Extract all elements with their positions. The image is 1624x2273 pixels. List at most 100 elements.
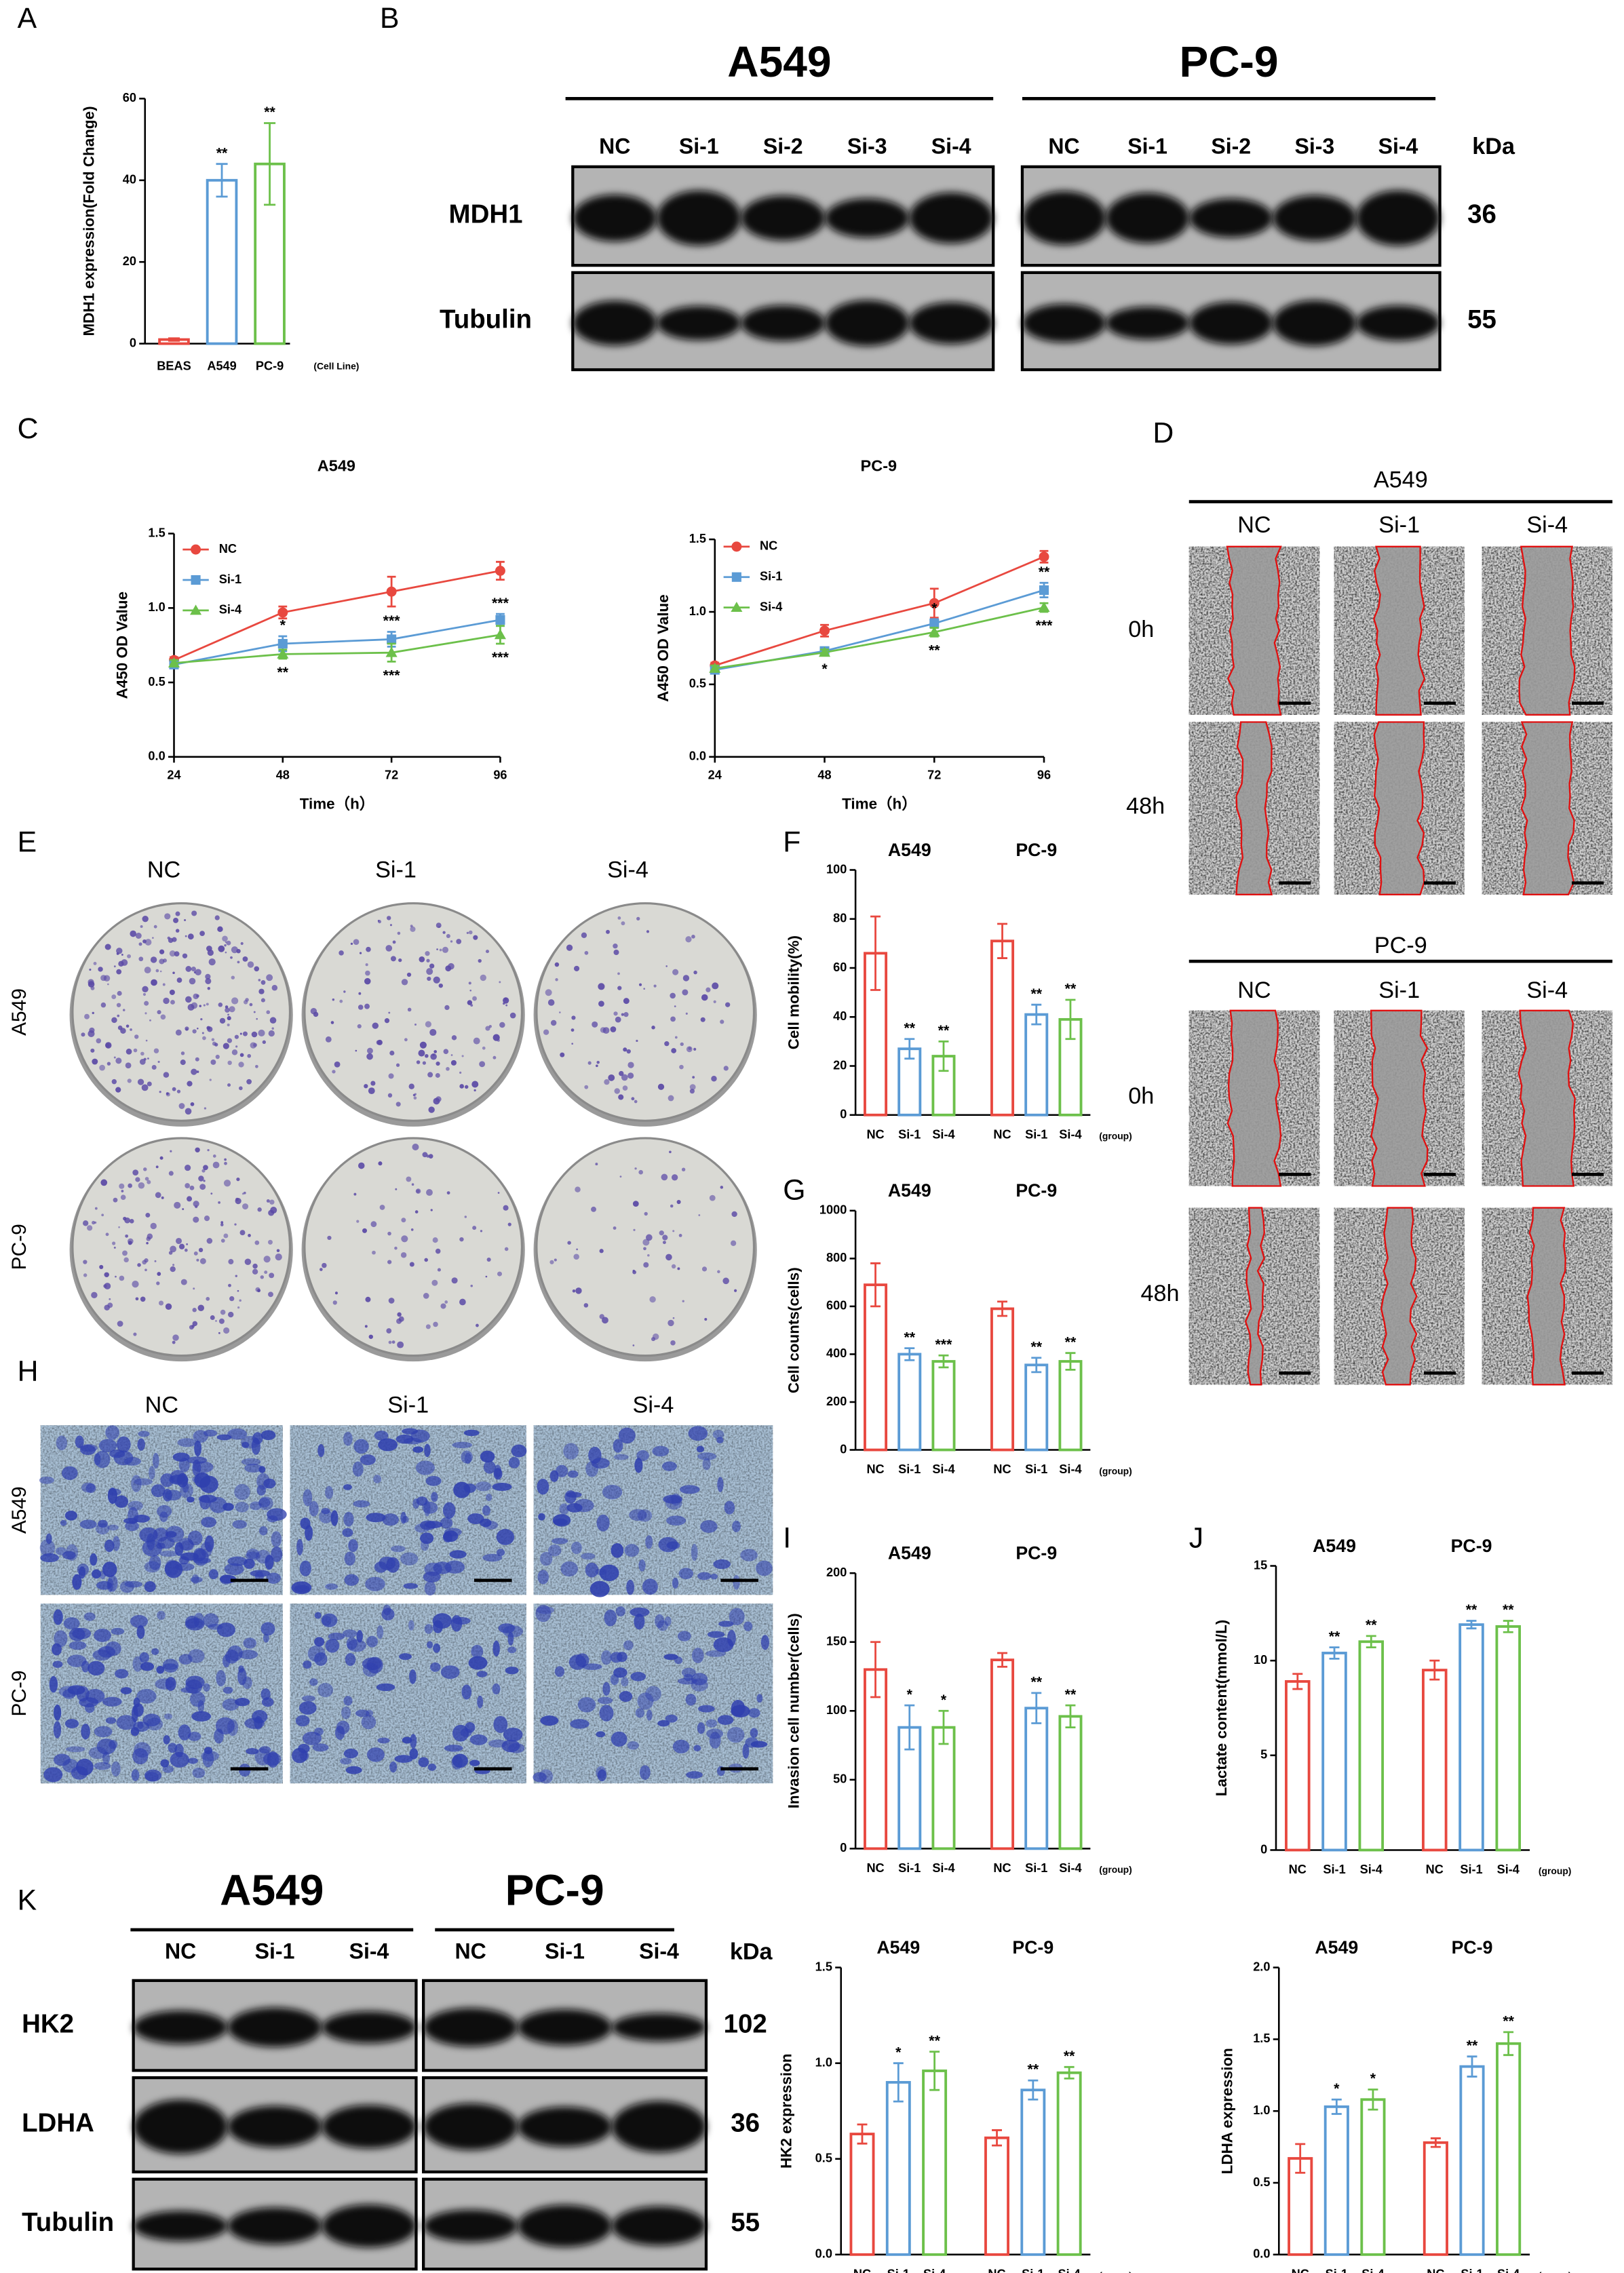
cell <box>95 1523 110 1535</box>
colony <box>442 946 449 953</box>
y-tick-label: 200 <box>826 1566 847 1579</box>
lane-label: Si-4 <box>931 134 971 159</box>
significance: ** <box>929 642 940 658</box>
x-tick-label: Si-1 <box>1326 2268 1348 2273</box>
cell <box>377 1737 390 1744</box>
colony <box>423 1293 429 1299</box>
colony <box>99 1264 104 1269</box>
micrograph-texture <box>290 1604 526 1784</box>
cell <box>177 1438 197 1448</box>
colony <box>244 1258 252 1266</box>
colony <box>242 1031 248 1036</box>
blot-band <box>825 300 910 347</box>
x-tick-label: 48 <box>817 768 831 781</box>
cell <box>482 1553 503 1562</box>
column-label: Si-4 <box>1526 512 1568 538</box>
colony <box>604 1079 610 1085</box>
cell <box>343 1484 352 1490</box>
colony <box>480 974 486 982</box>
colony <box>144 1012 147 1015</box>
colony <box>353 1192 357 1196</box>
colony <box>185 996 192 1003</box>
colony <box>560 1052 565 1057</box>
colony <box>185 1165 191 1171</box>
colony <box>206 1238 213 1244</box>
cell <box>638 1559 646 1572</box>
colony <box>395 1102 401 1107</box>
cell <box>144 1561 161 1573</box>
colony <box>486 1257 491 1262</box>
x-tick-label: Si-4 <box>932 1127 954 1141</box>
cell <box>317 1443 325 1457</box>
colony <box>125 1024 130 1028</box>
x-axis-label: (group) <box>1099 1864 1132 1875</box>
colony <box>549 1260 554 1264</box>
colony <box>163 997 170 1005</box>
colony <box>139 1059 146 1065</box>
colony <box>617 916 621 920</box>
blot-band <box>227 2207 322 2245</box>
colony <box>223 1327 230 1334</box>
cell <box>567 1470 579 1478</box>
colony <box>214 1043 218 1047</box>
colony <box>138 1182 145 1189</box>
cell <box>639 1765 651 1780</box>
cell <box>670 1493 681 1506</box>
cell <box>54 1704 62 1721</box>
colony <box>584 1085 589 1089</box>
cell <box>581 1553 596 1560</box>
colony <box>470 1284 473 1287</box>
cell <box>149 1555 161 1570</box>
colony <box>227 1013 230 1016</box>
cell <box>246 1748 259 1755</box>
error-bar <box>1064 2065 1075 2080</box>
cell <box>740 1549 758 1561</box>
x-tick-label: NC <box>988 2268 1005 2273</box>
colony <box>141 1084 149 1091</box>
colony <box>425 1021 431 1028</box>
colony <box>159 949 165 954</box>
cell <box>646 1709 653 1721</box>
cell <box>246 1549 260 1559</box>
colony <box>343 990 346 993</box>
y-axis-label: Cell counts(cells) <box>785 1267 802 1393</box>
colony <box>140 1296 146 1302</box>
y-tick-label: 20 <box>833 1058 847 1072</box>
wound-area <box>1373 545 1426 716</box>
colony <box>674 1036 678 1039</box>
colony <box>614 1088 620 1094</box>
colony <box>207 1148 210 1152</box>
significance: *** <box>935 1336 953 1353</box>
cell <box>224 1563 244 1576</box>
colony <box>682 989 689 996</box>
cell <box>108 1488 121 1496</box>
colony <box>112 1241 116 1245</box>
error-bar <box>1429 1659 1440 1681</box>
colony <box>237 1306 240 1309</box>
colony <box>433 976 440 984</box>
cell <box>343 1431 353 1446</box>
cell <box>131 1769 140 1781</box>
colony <box>682 975 690 982</box>
bar <box>885 2080 911 2256</box>
colony <box>206 1026 211 1030</box>
cell <box>62 1466 78 1480</box>
cell <box>77 1563 90 1576</box>
cell <box>624 1544 640 1557</box>
colony <box>271 1027 274 1030</box>
cell <box>159 1551 178 1557</box>
cell <box>575 1653 589 1667</box>
colony <box>96 1038 102 1044</box>
colony <box>237 1289 239 1292</box>
cell <box>111 1761 121 1777</box>
colony <box>391 1340 395 1344</box>
cell <box>136 1625 145 1639</box>
lane-label: Si-2 <box>1211 134 1251 159</box>
cell <box>309 1500 319 1517</box>
colony <box>204 1107 207 1110</box>
blot-title: A549 <box>727 37 831 86</box>
colony <box>592 1021 598 1028</box>
group-label: PC-9 <box>1452 1937 1493 1958</box>
bar <box>1024 1707 1049 1850</box>
blot-band <box>909 302 994 345</box>
